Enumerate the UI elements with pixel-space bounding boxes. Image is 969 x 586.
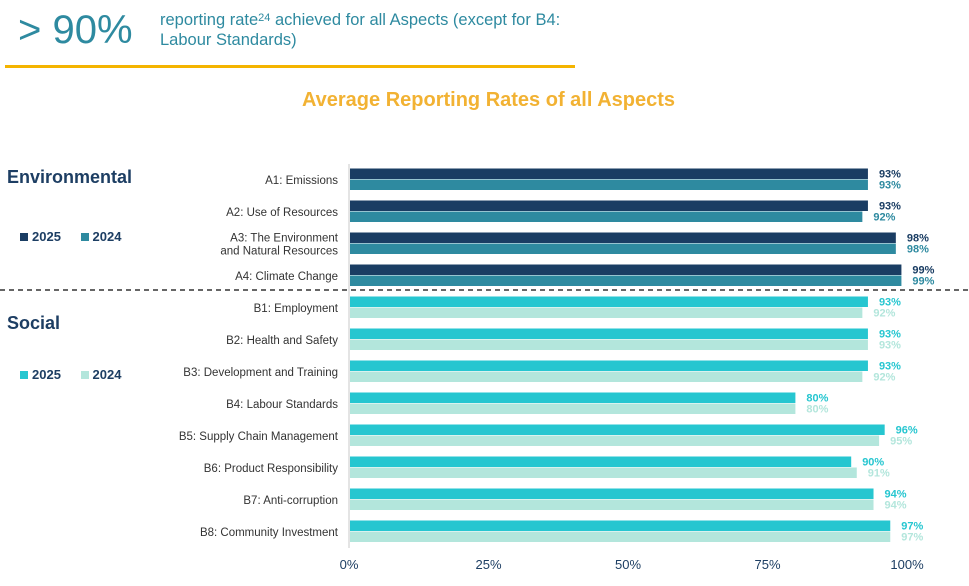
bar-env-2025-1 (350, 200, 868, 211)
headline-description: reporting rate24 achieved for all Aspect… (160, 10, 580, 50)
data-label-social-2024-5: 91% (868, 468, 890, 480)
category-label-env-2-line1: and Natural Resources (220, 246, 338, 258)
data-label-social-2024-1: 93% (879, 340, 901, 352)
data-label-env-2024-3: 99% (912, 276, 934, 288)
group-title-social: Social (7, 313, 61, 333)
data-label-social-2025-7: 97% (901, 521, 923, 533)
bar-social-2025-0 (350, 296, 868, 307)
category-label-social-5: B6: Product Responsibility (204, 463, 338, 475)
data-label-social-2024-0: 92% (873, 308, 895, 320)
x-tick-label-0: 0% (340, 557, 359, 572)
bar-social-2024-6 (350, 499, 874, 510)
legend-label-social-2024: 2024 (92, 367, 122, 382)
bar-social-2024-3 (350, 403, 796, 414)
data-label-social-2025-1: 93% (879, 329, 901, 341)
category-label-social-4: B5: Supply Chain Management (179, 431, 339, 443)
legend-swatch-social-2024 (80, 371, 89, 379)
data-label-env-2025-0: 93% (879, 169, 901, 181)
bar-social-2025-5 (350, 456, 852, 467)
bar-env-2025-3 (350, 264, 902, 275)
legend-item-env-2024: 2024 (80, 229, 122, 244)
category-label-social-2: B3: Development and Training (183, 367, 338, 379)
data-label-env-2025-1: 93% (879, 201, 901, 213)
data-label-env-2025-2: 98% (907, 233, 929, 245)
legend-social: 2025 2024 (20, 367, 137, 382)
headline-text-part1: reporting rate (160, 11, 259, 29)
headline-text-part2: achieved for all Aspects (except for B4:… (160, 11, 561, 49)
bar-env-2025-0 (350, 168, 868, 179)
chart-title: Average Reporting Rates of all Aspects (301, 89, 676, 111)
category-label-social-7: B8: Community Investment (200, 527, 339, 539)
data-label-social-2024-2: 92% (873, 372, 895, 384)
group-title-environmental: Environmental (7, 167, 133, 187)
category-label-env-2-line0: A3: The Environment (230, 233, 339, 245)
data-label-social-2025-0: 93% (879, 297, 901, 309)
bar-social-2025-7 (350, 520, 891, 531)
bar-social-2025-4 (350, 424, 885, 435)
data-label-env-2025-3: 99% (912, 265, 934, 277)
category-label-social-3: B4: Labour Standards (226, 399, 338, 411)
x-tick-label-3: 75% (754, 557, 780, 572)
data-label-social-2025-2: 93% (879, 361, 901, 373)
x-tick-label-2: 50% (615, 557, 641, 572)
legend-environmental: 2025 2024 (20, 229, 137, 244)
data-label-social-2024-6: 94% (885, 500, 907, 512)
data-label-social-2024-3: 80% (806, 404, 828, 416)
bar-env-2024-1 (350, 211, 863, 222)
legend-label-env-2025: 2025 (32, 229, 61, 244)
category-label-social-0: B1: Employment (254, 303, 339, 315)
legend-item-env-2025: 2025 (20, 229, 61, 244)
data-label-env-2024-2: 98% (907, 244, 929, 256)
bar-env-2025-2 (350, 232, 896, 243)
bar-social-2025-2 (350, 360, 868, 371)
bar-social-2024-1 (350, 339, 868, 350)
x-tick-label-1: 25% (475, 557, 501, 572)
legend-item-social-2024: 2024 (80, 367, 122, 382)
legend-swatch-social-2025 (20, 371, 28, 379)
footnote-ref: 24 (258, 12, 271, 24)
bar-env-2024-0 (350, 179, 868, 190)
data-label-social-2024-7: 97% (901, 532, 923, 544)
bar-social-2025-6 (350, 488, 874, 499)
data-label-social-2025-3: 80% (806, 393, 828, 405)
legend-swatch-env-2025 (20, 233, 28, 241)
bar-social-2024-0 (350, 307, 863, 318)
legend-swatch-env-2024 (80, 233, 89, 241)
category-label-env-3: A4: Climate Change (235, 271, 338, 283)
headline-divider (5, 65, 575, 68)
bar-env-2024-2 (350, 243, 896, 254)
bar-social-2025-1 (350, 328, 868, 339)
category-label-social-1: B2: Health and Safety (226, 335, 338, 347)
data-label-social-2025-6: 94% (885, 489, 907, 501)
bar-social-2024-4 (350, 435, 880, 446)
bar-social-2025-3 (350, 392, 796, 403)
legend-label-social-2025: 2025 (32, 367, 61, 382)
legend-label-env-2024: 2024 (92, 229, 122, 244)
legend-item-social-2025: 2025 (20, 367, 61, 382)
category-label-env-1: A2: Use of Resources (226, 207, 338, 219)
data-label-env-2024-0: 93% (879, 180, 901, 192)
data-label-social-2024-4: 95% (890, 436, 912, 448)
bar-social-2024-2 (350, 371, 863, 382)
bar-social-2024-5 (350, 467, 857, 478)
category-label-env-0: A1: Emissions (265, 175, 338, 187)
data-label-social-2025-5: 90% (862, 457, 884, 469)
x-tick-label-4: 100% (890, 557, 924, 572)
headline-stat: > 90% (18, 8, 133, 52)
bar-env-2024-3 (350, 275, 902, 286)
data-label-social-2025-4: 96% (896, 425, 918, 437)
bar-social-2024-7 (350, 531, 891, 542)
category-label-social-6: B7: Anti-corruption (243, 495, 338, 507)
data-label-env-2024-1: 92% (873, 212, 895, 224)
